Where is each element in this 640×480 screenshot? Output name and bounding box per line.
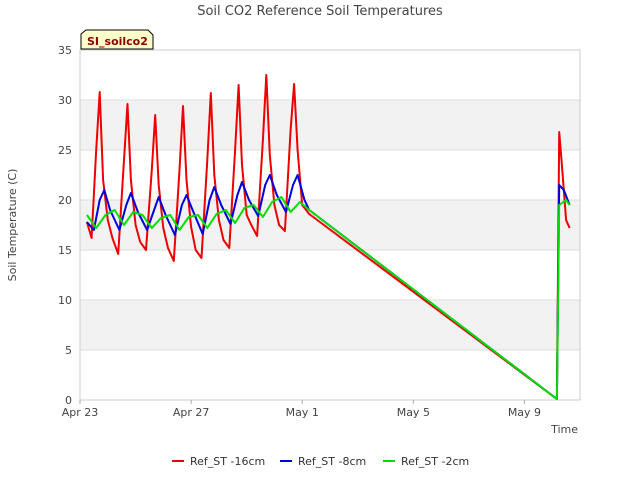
y-tick-label: 15 (58, 244, 72, 257)
x-tick-label: May 1 (286, 406, 319, 419)
x-tick-label: May 5 (397, 406, 430, 419)
y-tick-label: 25 (58, 144, 72, 157)
y-axis-ticks: 0 5 10 15 20 25 30 35 (58, 44, 72, 407)
site-badge-shape (80, 29, 154, 50)
y-tick-label: 5 (65, 344, 72, 357)
legend-label: Ref_ST -8cm (298, 455, 366, 468)
legend-label: Ref_ST -2cm (401, 455, 469, 468)
y-tick-label: 30 (58, 94, 72, 107)
series-line-3 (86, 196, 571, 400)
plot-frame (79, 49, 581, 401)
y-tick-label: 10 (58, 294, 72, 307)
y-axis-label: Soil Temperature (C) (6, 169, 19, 282)
site-badge: SI_soilco2 (80, 29, 154, 50)
grid-band (80, 300, 580, 350)
series-line-1 (85, 74, 571, 400)
legend: Ref_ST -16cm Ref_ST -8cm Ref_ST -2cm (172, 455, 469, 468)
x-tick-label: Apr 23 (62, 406, 99, 419)
x-axis-ticks: Apr 23 Apr 27 May 1 May 5 May 9 (62, 400, 541, 419)
x-tick-label: May 9 (508, 406, 541, 419)
series-line-2 (86, 174, 571, 400)
x-tick-label: Apr 27 (173, 406, 210, 419)
series-layer (85, 74, 571, 400)
chart-title: Soil CO2 Reference Soil Temperatures (197, 4, 443, 19)
legend-label: Ref_ST -16cm (190, 455, 265, 468)
site-badge-label: SI_soilco2 (87, 35, 148, 48)
x-axis-label: Time (550, 423, 578, 436)
y-tick-label: 35 (58, 44, 72, 57)
y-tick-label: 20 (58, 194, 72, 207)
y-tick-label: 0 (65, 394, 72, 407)
grid-band (80, 100, 580, 150)
